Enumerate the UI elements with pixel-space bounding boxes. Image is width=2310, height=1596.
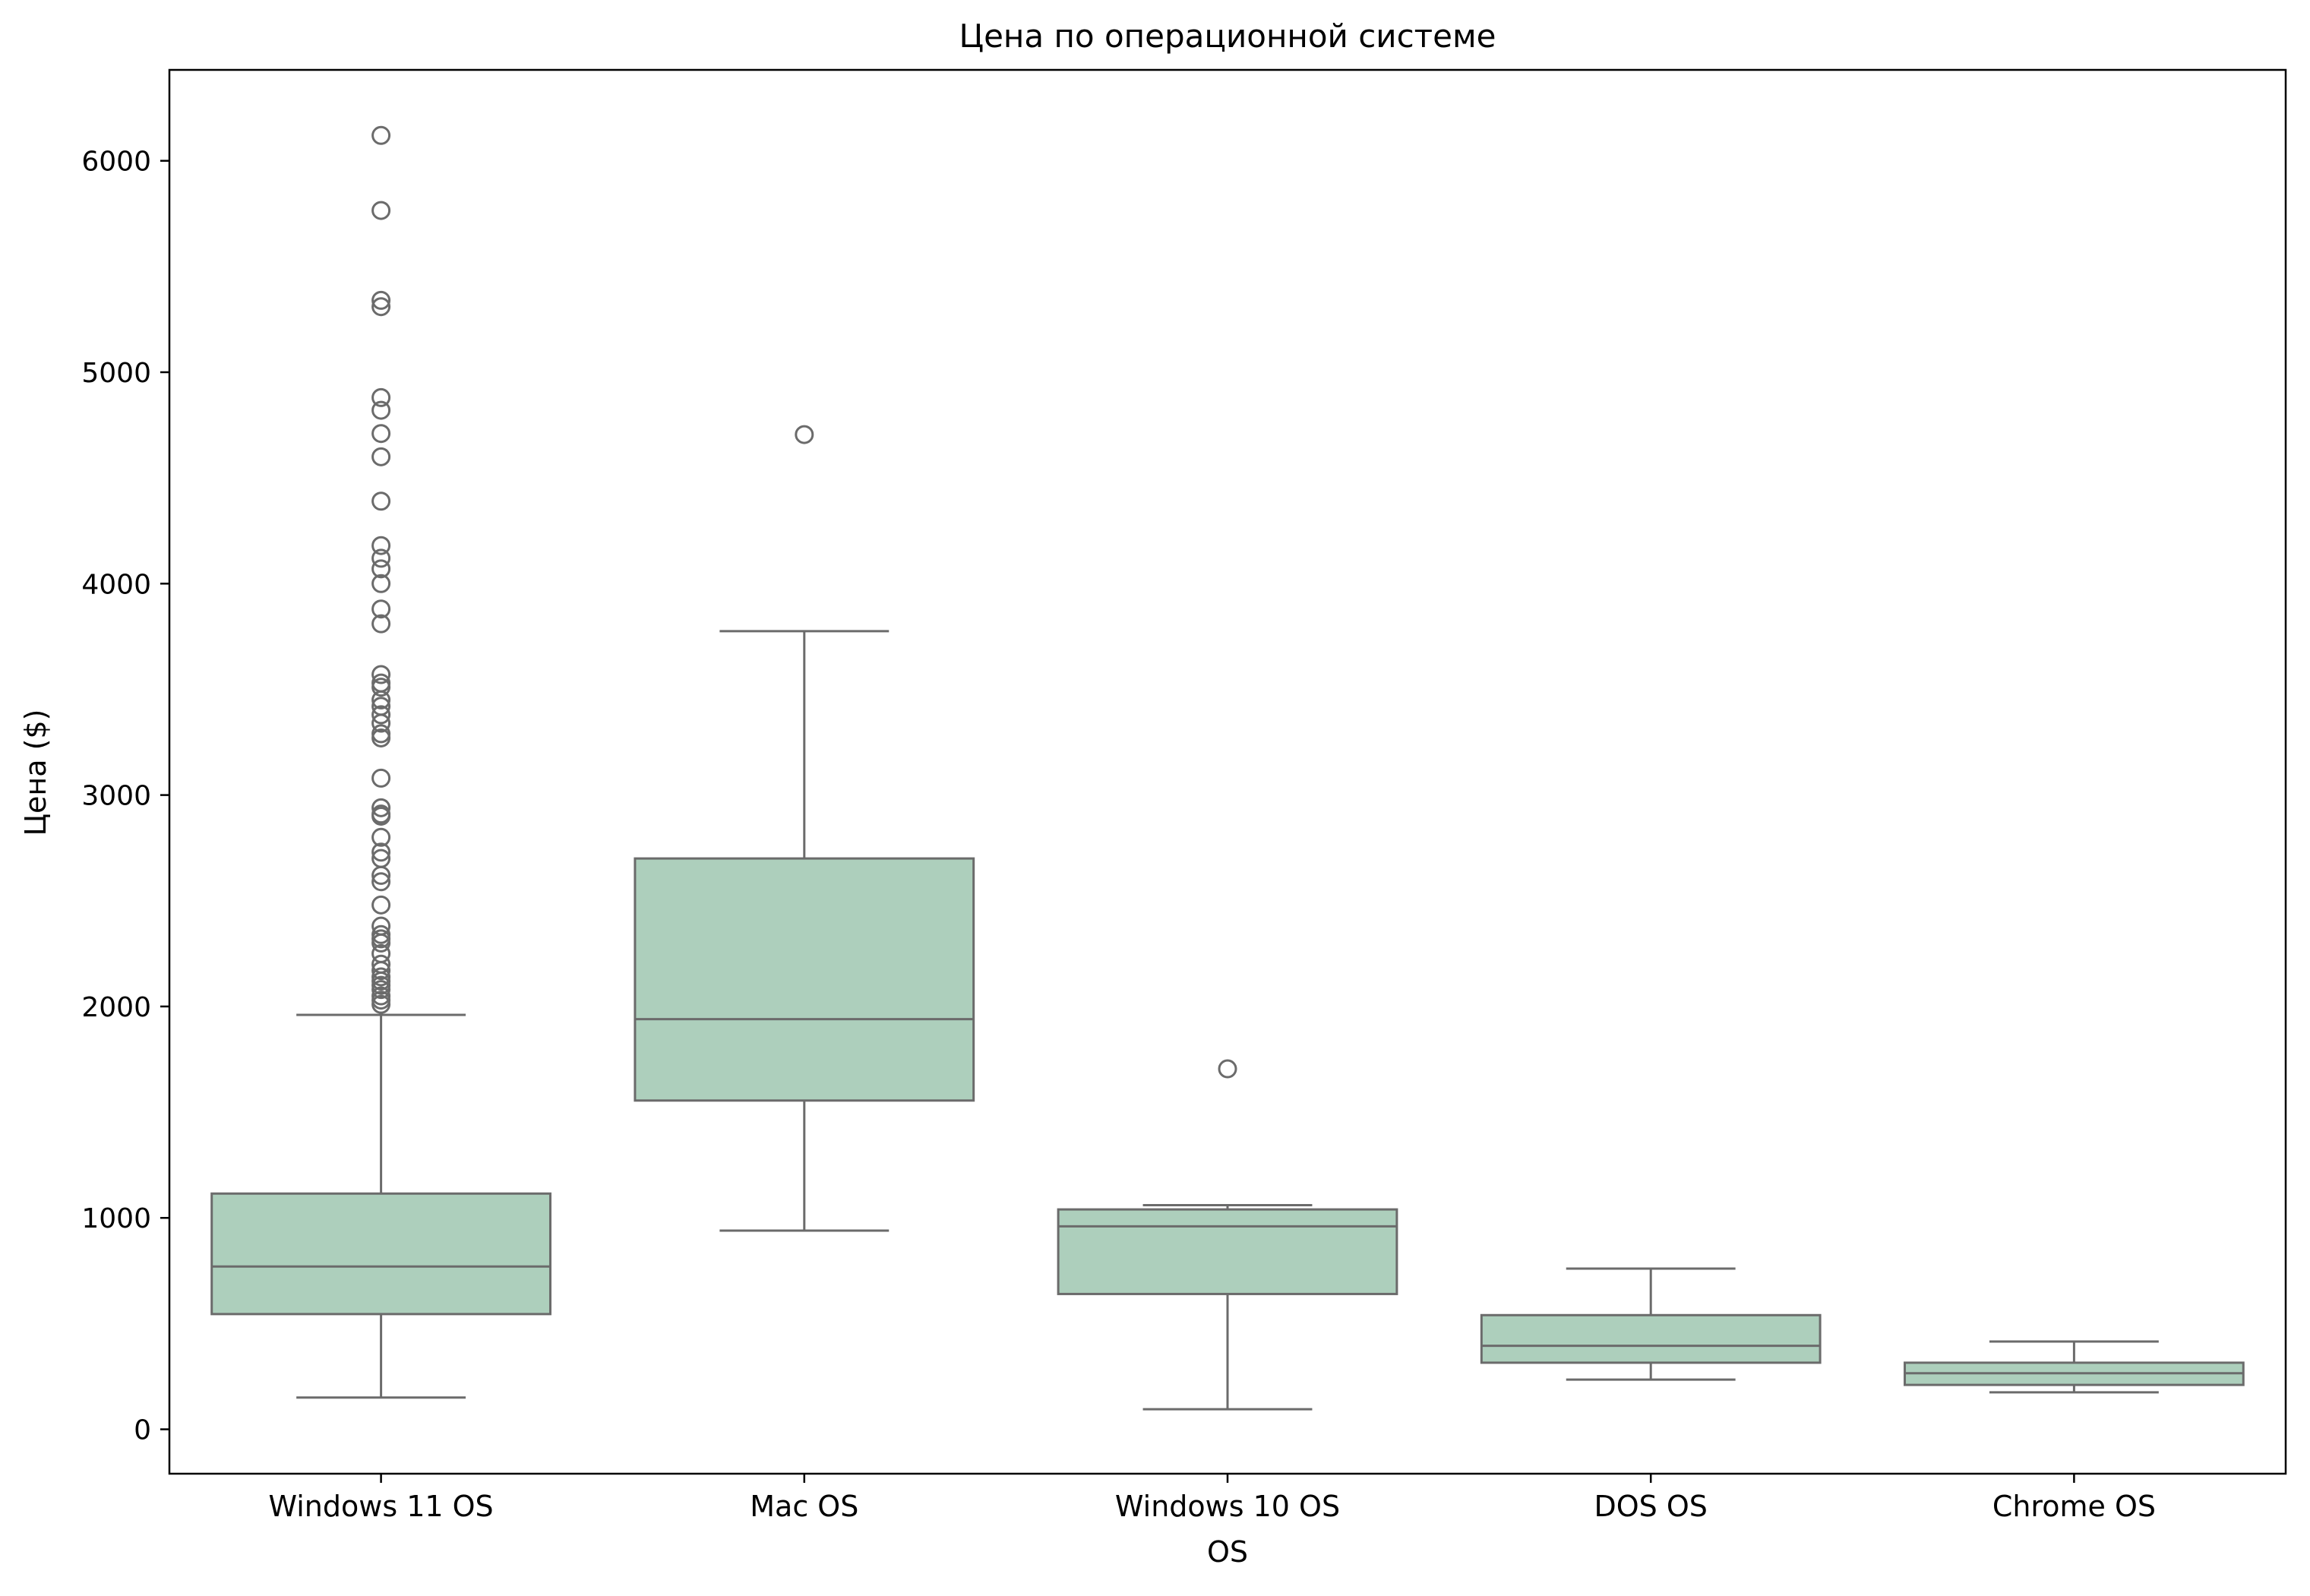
box-group	[1057, 1059, 1398, 1411]
outlier-point	[371, 548, 391, 568]
y-tick-label: 2000	[81, 992, 151, 1023]
outlier-point	[371, 865, 391, 885]
outlier-point	[371, 768, 391, 788]
outlier-point	[371, 678, 391, 697]
x-tick-label: DOS OS	[1594, 1490, 1707, 1523]
x-tick-label: Windows 11 OS	[269, 1490, 494, 1523]
box-iqr	[634, 857, 975, 1102]
outlier-point	[371, 713, 391, 733]
outlier-point	[371, 424, 391, 444]
outlier-point	[371, 827, 391, 847]
outlier-point	[371, 994, 391, 1014]
outlier-point	[371, 872, 391, 892]
outlier-point	[371, 387, 391, 407]
y-tick-label: 1000	[81, 1203, 151, 1234]
box-group	[634, 425, 975, 1232]
outlier-point	[371, 728, 391, 747]
outlier-point	[371, 574, 391, 593]
outlier-point	[1218, 1059, 1237, 1079]
outlier-point	[371, 933, 391, 953]
box-group	[210, 125, 551, 1399]
outlier-point	[371, 798, 391, 817]
outlier-point	[371, 705, 391, 725]
outlier-point	[371, 201, 391, 220]
outlier-point	[371, 980, 391, 1000]
outlier-point	[371, 690, 391, 710]
outlier-point	[371, 536, 391, 555]
outlier-point	[371, 842, 391, 862]
outlier-point	[371, 806, 391, 826]
outlier-point	[371, 290, 391, 310]
outlier-point	[371, 665, 391, 684]
y-axis-label: Цена ($)	[19, 710, 52, 836]
outlier-point	[371, 599, 391, 619]
outlier-point	[371, 297, 391, 317]
chart-title: Цена по операционной системе	[959, 17, 1496, 55]
plot-area: 0 1000 2000 3000 4000 5000 6000 Windows 11 OS Ma…	[81, 125, 2245, 1523]
box-iqr	[1057, 1208, 1398, 1295]
outlier-point	[371, 491, 391, 511]
box-group	[1480, 1267, 1822, 1381]
outlier-point	[371, 559, 391, 579]
plot-frame	[168, 68, 2287, 1475]
outlier-point	[795, 425, 814, 444]
box-iqr	[210, 1192, 551, 1316]
box-iqr	[1480, 1313, 1822, 1364]
outlier-point	[371, 125, 391, 145]
x-tick-label: Mac OS	[750, 1490, 858, 1523]
y-tick-label: 6000	[81, 147, 151, 178]
x-tick-label: Chrome OS	[1992, 1490, 2156, 1523]
y-tick-label: 3000	[81, 781, 151, 812]
y-tick-label: 4000	[81, 569, 151, 600]
y-tick-label: 5000	[81, 358, 151, 389]
outlier-point	[371, 447, 391, 466]
outlier-point	[371, 614, 391, 634]
outlier-point	[371, 895, 391, 915]
outlier-point	[371, 961, 391, 981]
outlier-point	[371, 400, 391, 420]
y-tick-label: 0	[134, 1415, 151, 1446]
x-tick-label: Windows 10 OS	[1115, 1490, 1340, 1523]
x-axis-label: OS	[1207, 1535, 1248, 1569]
box-group	[1904, 1340, 2245, 1394]
